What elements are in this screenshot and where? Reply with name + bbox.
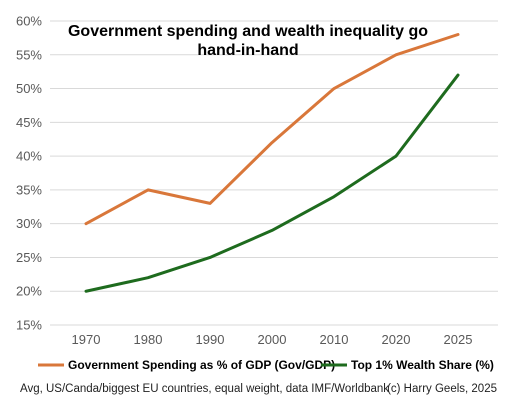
x-axis-ticks: 1970 1980 1990 2000 2010 2020 2025 — [72, 332, 473, 347]
y-tick-label: 30% — [16, 216, 42, 231]
series-line-gov-spending — [84, 33, 460, 226]
x-tick-label: 1980 — [134, 332, 163, 347]
footer-credit: (c) Harry Geels, 2025 — [387, 383, 497, 395]
x-tick-label: 1970 — [72, 332, 101, 347]
chart-title-line-2: hand-in-hand — [197, 42, 298, 59]
footer-source: Avg, US/Canda/biggest EU countries, equa… — [20, 383, 389, 395]
y-tick-label: 35% — [16, 182, 42, 197]
legend-label-wealth-share: Top 1% Wealth Share (%) — [351, 358, 494, 372]
gridlines — [50, 20, 498, 326]
x-tick-label: 2010 — [320, 332, 349, 347]
chart-title-line-1: Government spending and wealth inequalit… — [68, 23, 428, 40]
x-tick-label: 2000 — [258, 332, 287, 347]
y-tick-label: 45% — [16, 115, 42, 130]
y-tick-label: 60% — [16, 14, 42, 29]
x-tick-label: 2020 — [382, 332, 411, 347]
x-tick-label: 2025 — [444, 332, 473, 347]
series-line-wealth-share — [84, 73, 460, 293]
y-tick-label: 15% — [16, 318, 42, 333]
y-tick-label: 50% — [16, 81, 42, 96]
y-tick-label: 40% — [16, 149, 42, 164]
series-lines — [84, 33, 460, 293]
x-tick-label: 1990 — [196, 332, 225, 347]
y-axis-ticks: 15% 20% 25% 30% 35% 40% 45% 50% 55% 60% — [16, 14, 42, 333]
y-tick-label: 25% — [16, 250, 42, 265]
legend-label-gov-spending: Government Spending as % of GDP (Gov/GDP… — [68, 358, 335, 372]
y-tick-label: 20% — [16, 284, 42, 299]
legend: Government Spending as % of GDP (Gov/GDP… — [38, 358, 494, 372]
y-tick-label: 55% — [16, 47, 42, 62]
